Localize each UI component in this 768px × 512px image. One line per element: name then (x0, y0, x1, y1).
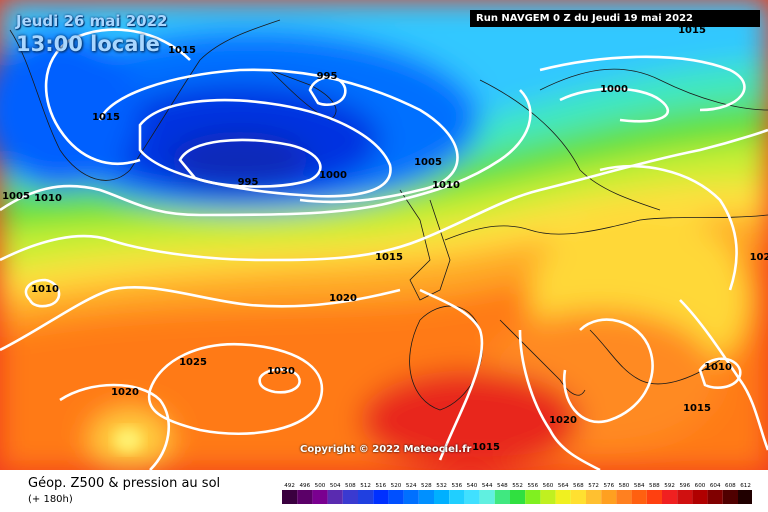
scale-swatch (373, 490, 389, 504)
scale-swatch (540, 490, 556, 504)
scale-tick-label: 596 (679, 483, 690, 489)
isobar-label: 1000 (600, 84, 628, 95)
isobar-label: 1030 (267, 366, 295, 377)
scale-swatch (662, 490, 678, 504)
scale-tick-label: 580 (619, 483, 630, 489)
scale-tick-label: 504 (330, 483, 341, 489)
forecast-date: Jeudi 26 mai 2022 (16, 12, 168, 30)
legend-subtitle: (+ 180h) (28, 494, 73, 505)
isobar-label: 1010 (31, 284, 59, 295)
isobar-label: 1015 (168, 45, 196, 56)
scale-swatch (601, 490, 617, 504)
scale-swatch (525, 490, 541, 504)
scale-swatch (707, 490, 723, 504)
color-scale: 492 496 500 504 508 512 516 520 524 528 532 536 540 5… (282, 483, 752, 504)
isobar-label: 1015 (375, 252, 403, 263)
scale-swatch (388, 490, 404, 504)
scale-swatch (312, 490, 328, 504)
isobar-label: 1020 (329, 293, 357, 304)
scale-tick-label: 496 (299, 483, 310, 489)
scale-swatch (631, 490, 647, 504)
isobar-label: 1010 (432, 180, 460, 191)
scale-tick-label: 556 (527, 483, 538, 489)
scale-swatch (510, 490, 526, 504)
z500-color-field (0, 0, 768, 470)
isobar-label: 995 (238, 177, 259, 188)
scale-swatch (464, 490, 480, 504)
scale-tick-label: 608 (725, 483, 736, 489)
scale-swatch (403, 490, 419, 504)
scale-swatch (479, 490, 495, 504)
scale-swatch (738, 490, 752, 504)
isobar-label: 995 (317, 71, 338, 82)
scale-swatch (342, 490, 358, 504)
isobar-label: 1010 (34, 193, 62, 204)
isobar-label: 1005 (414, 157, 442, 168)
scale-swatch (677, 490, 693, 504)
forecast-time: 13:00 locale (16, 32, 160, 56)
isobar-label: 1015 (472, 442, 500, 453)
scale-tick-label: 524 (406, 483, 417, 489)
scale-tick-label: 600 (695, 483, 706, 489)
isobars (0, 28, 768, 470)
isobar-label: 1015 (683, 403, 711, 414)
scale-tick-label: 552 (512, 483, 523, 489)
scale-tick-label: 588 (649, 483, 660, 489)
scale-swatch (646, 490, 662, 504)
scale-swatch (358, 490, 374, 504)
scale-tick-label: 572 (588, 483, 599, 489)
scale-tick-label: 576 (603, 483, 614, 489)
scale-swatch (570, 490, 586, 504)
scale-tick-label: 604 (710, 483, 721, 489)
scale-swatch (434, 490, 450, 504)
scale-swatch (692, 490, 708, 504)
scale-swatch (722, 490, 738, 504)
scale-swatch (327, 490, 343, 504)
scale-tick-label: 520 (391, 483, 402, 489)
isobar-label: 1015 (92, 112, 120, 123)
scale-tick-label: 544 (482, 483, 493, 489)
scale-swatch (616, 490, 632, 504)
isobar-label: 102 (750, 252, 768, 263)
scale-tick-label: 592 (664, 483, 675, 489)
scale-tick-label: 532 (436, 483, 447, 489)
scale-swatch (282, 490, 298, 504)
isobar-label: 1025 (179, 357, 207, 368)
copyright-notice: Copyright © 2022 Meteociel.fr (300, 444, 472, 455)
geopotential-map: 1015 995 1015 995 1000 1005 1010 1005 1010 1015 10… (0, 0, 768, 470)
scale-tick-label: 548 (497, 483, 508, 489)
isobar-label: 1020 (111, 387, 139, 398)
scale-tick-label: 536 (451, 483, 462, 489)
coastlines (9, 19, 768, 411)
scale-swatch (555, 490, 571, 504)
isobar-label: 1010 (704, 362, 732, 373)
scale-tick-label: 560 (543, 483, 554, 489)
isobar-label: 1020 (549, 415, 577, 426)
legend-footer: Géop. Z500 & pression au sol (+ 180h) 49… (0, 470, 768, 512)
scale-swatch (449, 490, 465, 504)
isobar-label: 1015 (678, 25, 706, 36)
scale-tick-label: 500 (315, 483, 326, 489)
scale-tick-label: 528 (421, 483, 432, 489)
isobar-label: 1000 (319, 170, 347, 181)
legend-title: Géop. Z500 & pression au sol (28, 476, 221, 491)
scale-tick-label: 516 (375, 483, 386, 489)
scale-swatch (418, 490, 434, 504)
scale-tick-label: 508 (345, 483, 356, 489)
scale-tick-label: 492 (284, 483, 295, 489)
scale-tick-label: 568 (573, 483, 584, 489)
scale-swatch (586, 490, 602, 504)
isobar-labels: 1015 995 1015 995 1000 1005 1010 1005 1010 1015 10… (2, 25, 768, 453)
scale-swatch (494, 490, 510, 504)
scale-tick-label: 512 (360, 483, 371, 489)
isobar-label: 1005 (2, 191, 30, 202)
scale-tick-label: 540 (467, 483, 478, 489)
scale-tick-label: 564 (558, 483, 569, 489)
scale-swatch (297, 490, 313, 504)
scale-tick-label: 584 (634, 483, 645, 489)
scale-tick-label: 612 (740, 483, 751, 489)
model-run-label: Run NAVGEM 0 Z du Jeudi 19 mai 2022 (470, 10, 760, 27)
